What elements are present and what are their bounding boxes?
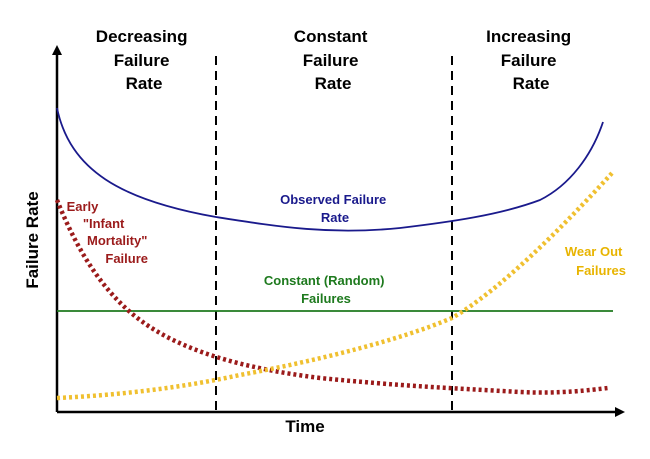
x-axis-label: Time bbox=[285, 417, 324, 436]
region-decreasing-label: Decreasing Failure Rate bbox=[96, 27, 192, 93]
infant-mortality-label: Early "Infant Mortality" Failure bbox=[67, 199, 151, 266]
region-increasing-label: Increasing Failure Rate bbox=[486, 27, 576, 93]
observed-failure-rate-label: Observed Failure Rate bbox=[280, 192, 390, 225]
infant-mortality-curve bbox=[54, 199, 609, 395]
y-axis-label: Failure Rate bbox=[23, 191, 42, 288]
wear-out-failures-curve bbox=[56, 170, 615, 401]
wear-out-failures-label: Wear Out Failures bbox=[565, 244, 626, 278]
constant-failures-label: Constant (Random) Failures bbox=[264, 273, 388, 306]
region-constant-label: Constant Failure Rate bbox=[294, 27, 372, 93]
observed-failure-rate-curve bbox=[56, 107, 604, 232]
